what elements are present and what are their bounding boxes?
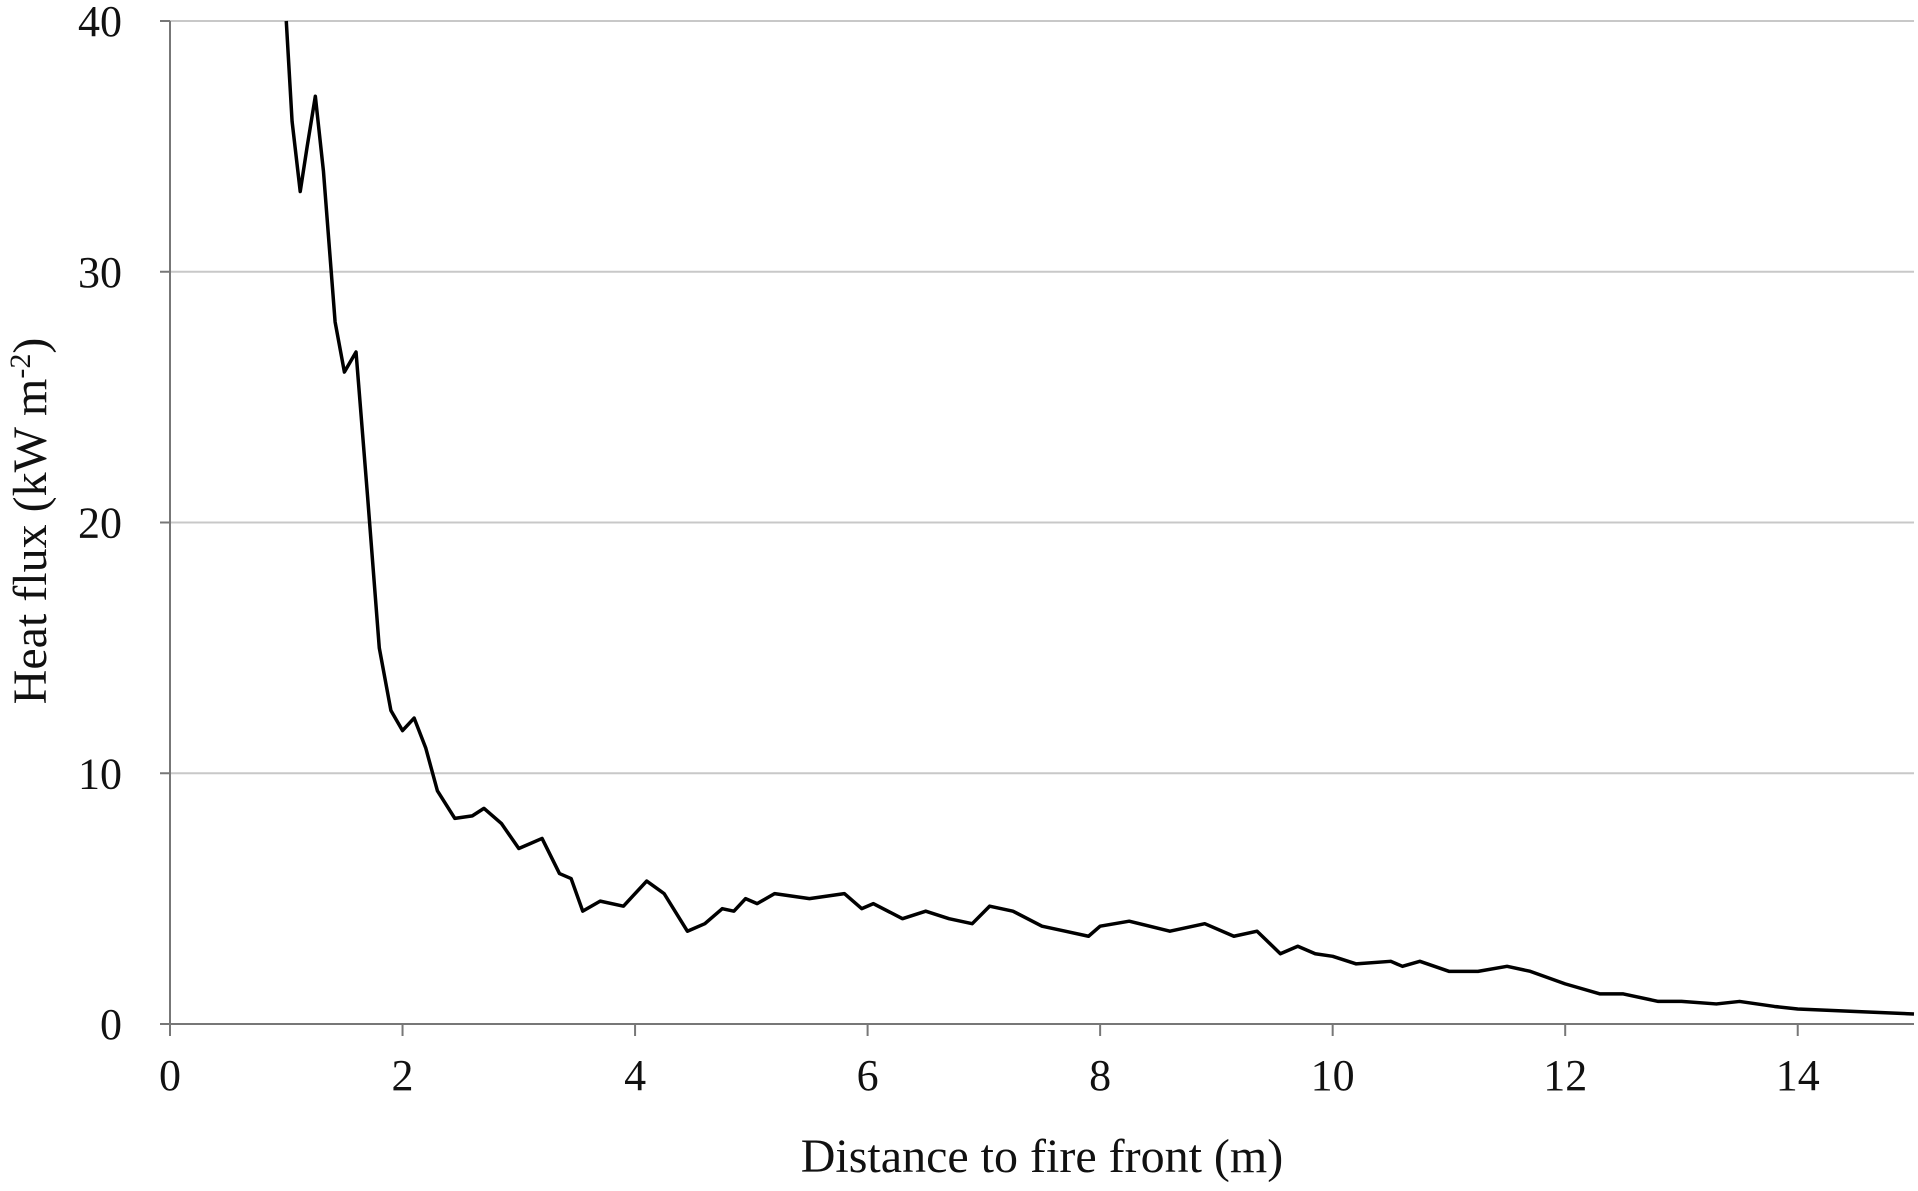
y-tick-label: 0 bbox=[100, 1000, 122, 1049]
y-tick-label: 20 bbox=[78, 499, 122, 548]
x-tick-label: 2 bbox=[392, 1051, 414, 1100]
x-tick-label: 0 bbox=[159, 1051, 181, 1100]
y-axis-label-close: ) bbox=[4, 338, 57, 354]
x-tick-label: 8 bbox=[1089, 1051, 1111, 1100]
y-tick-label: 30 bbox=[78, 248, 122, 297]
data-line bbox=[284, 20, 1915, 1016]
x-tick-label: 12 bbox=[1543, 1051, 1587, 1100]
y-axis-label: Heat flux (kW m-2) bbox=[4, 338, 57, 705]
y-tick-label: 40 bbox=[78, 0, 122, 46]
y-axis-label-sup: -2 bbox=[4, 354, 37, 379]
x-tick-label: 10 bbox=[1311, 1051, 1355, 1100]
x-tick-label: 4 bbox=[624, 1051, 646, 1100]
x-axis-label: Distance to fire front (m) bbox=[801, 1130, 1283, 1183]
x-tick-label: 14 bbox=[1776, 1051, 1820, 1100]
y-tick-label: 10 bbox=[78, 749, 122, 798]
y-axis-label-text: Heat flux (kW m bbox=[4, 379, 57, 705]
x-tick-label: 6 bbox=[857, 1051, 879, 1100]
